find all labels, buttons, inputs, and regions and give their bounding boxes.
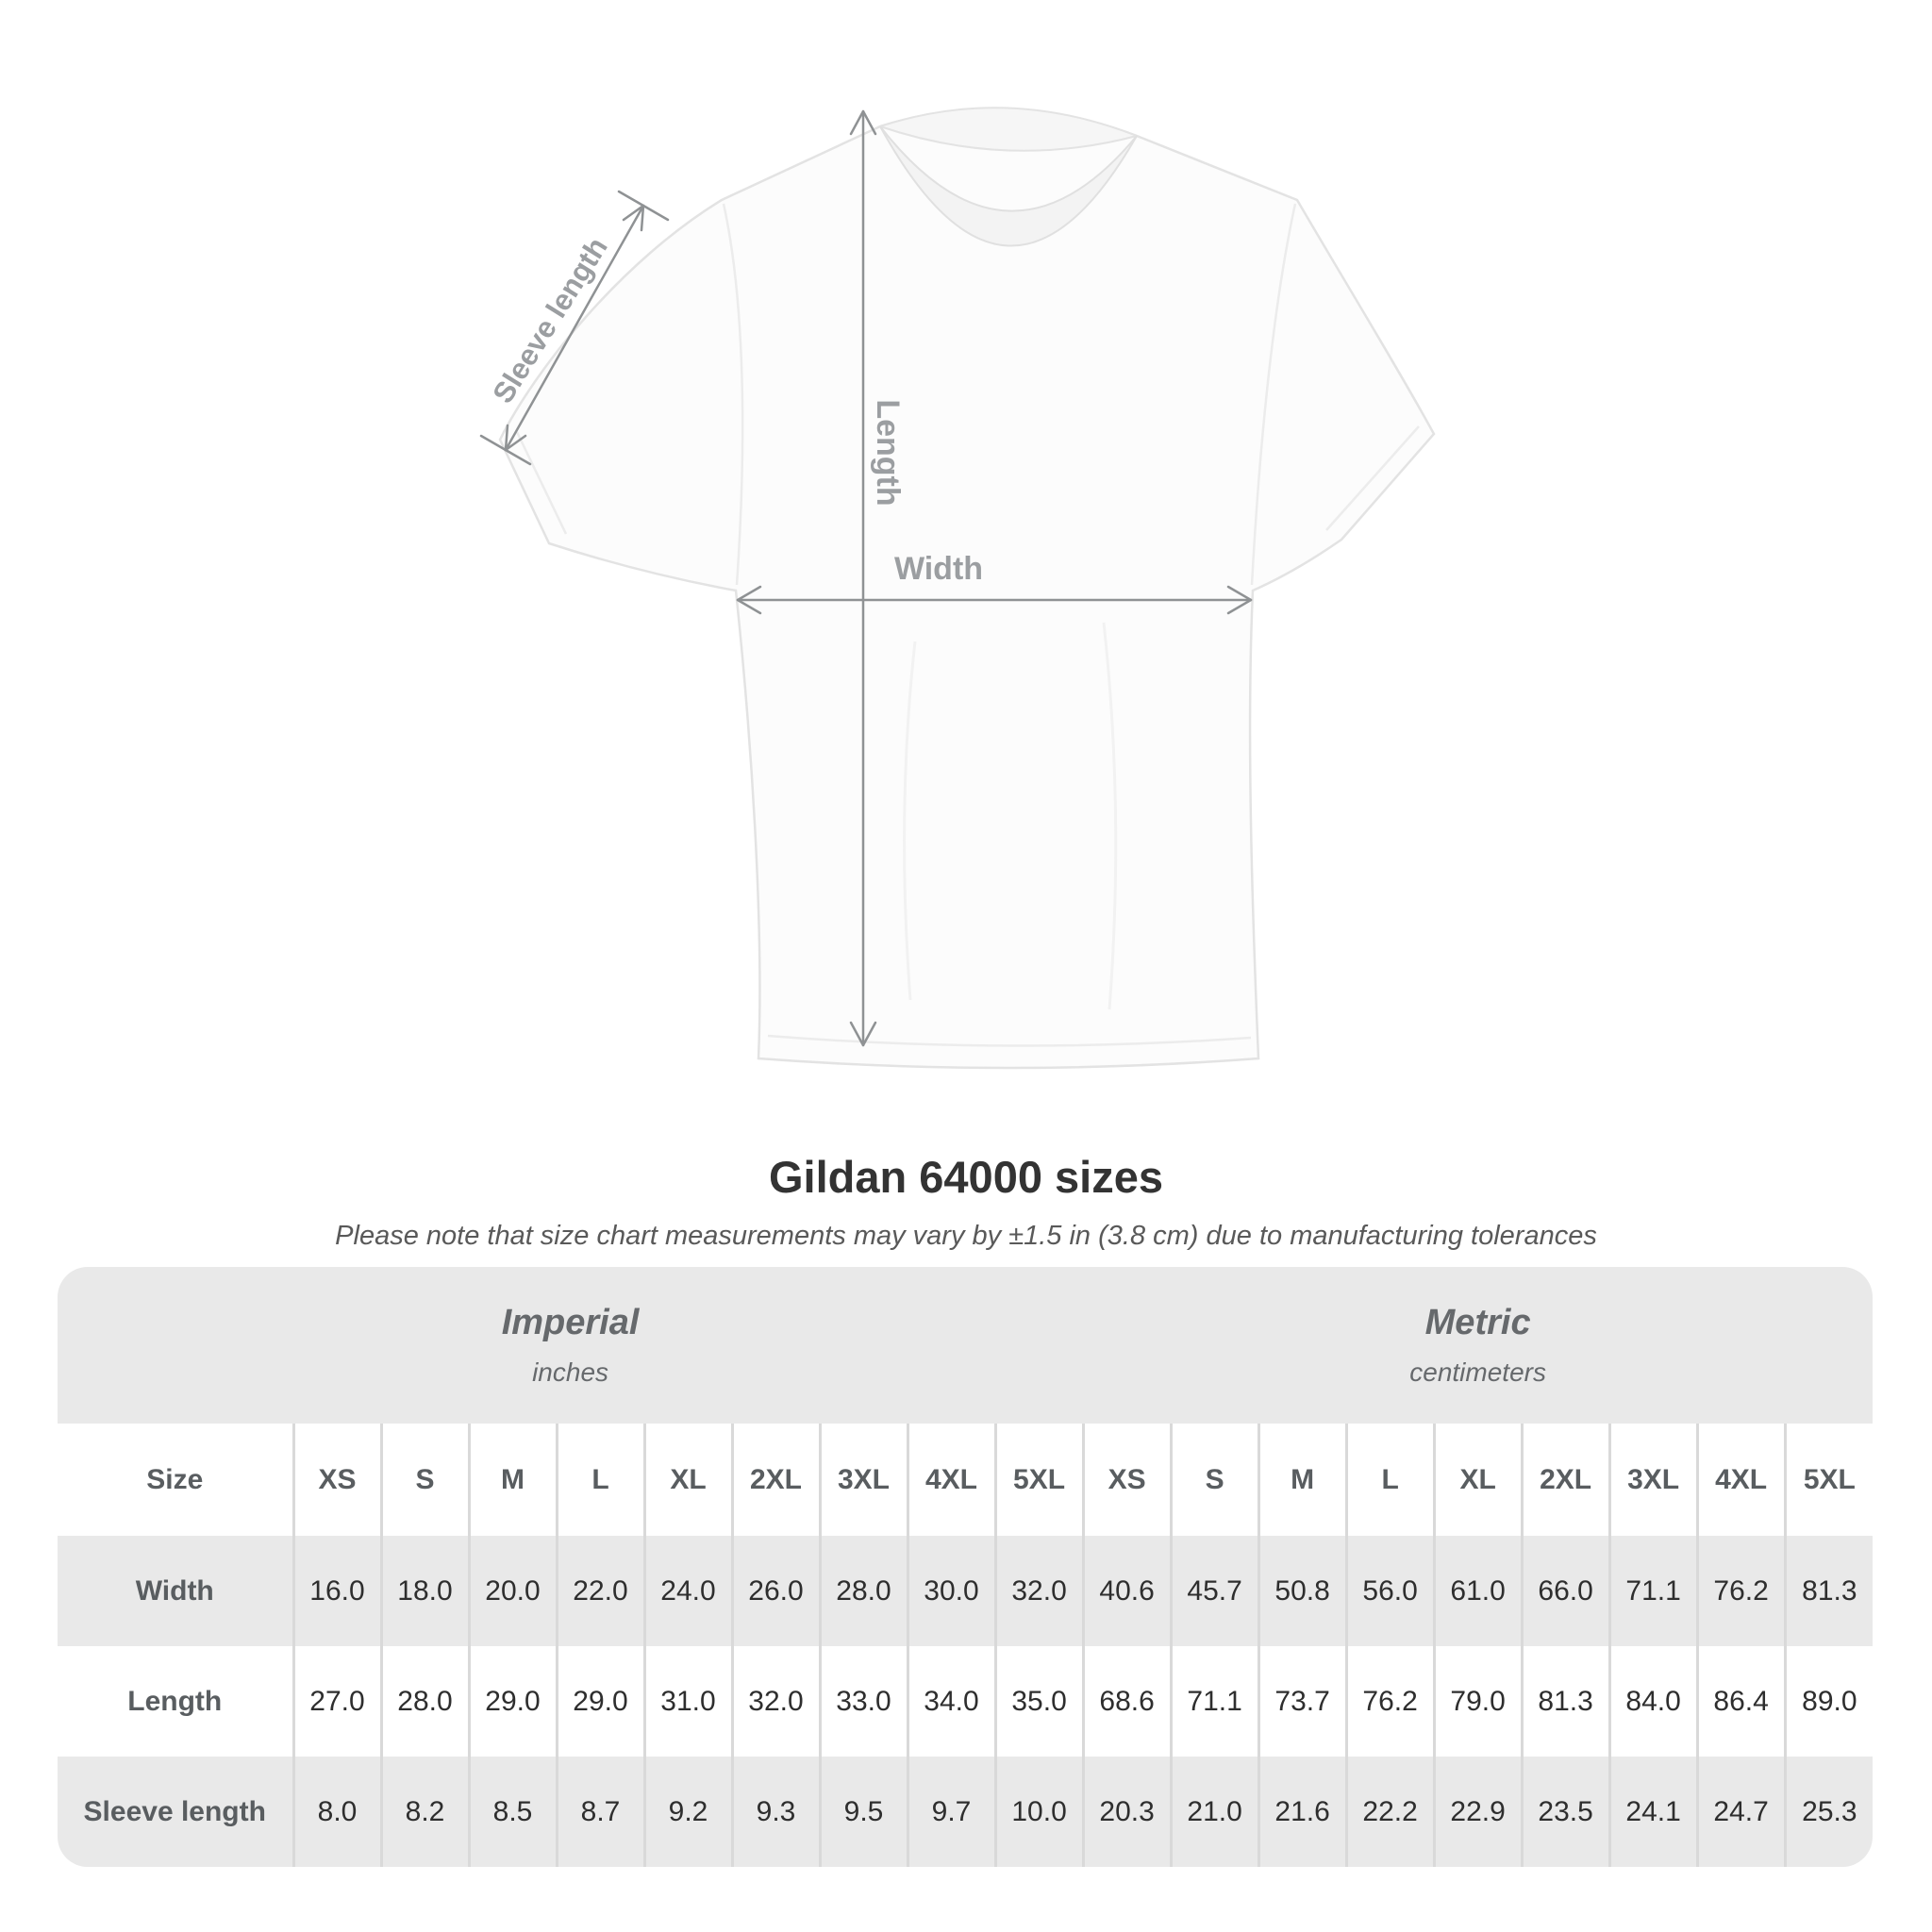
size-header-metric-l: L (1344, 1424, 1435, 1536)
sleeve-imperial-xl: 9.2 (642, 1757, 732, 1867)
size-header-imperial-s: S (379, 1424, 469, 1536)
size-header-imperial-3xl: 3XL (818, 1424, 908, 1536)
sleeve-length-arrow (479, 190, 670, 466)
sleeve-imperial-s: 8.2 (379, 1757, 469, 1867)
width-metric-xl: 61.0 (1432, 1536, 1523, 1646)
size-header-metric-4xl: 4XL (1695, 1424, 1786, 1536)
length-imperial-2xl: 32.0 (730, 1646, 820, 1757)
size-header-metric-s: S (1169, 1424, 1259, 1536)
sleeve-metric-2xl: 23.5 (1520, 1757, 1610, 1867)
metric-group-header: Metric centimeters (1083, 1267, 1873, 1424)
imperial-group-unit: inches (532, 1357, 609, 1387)
size-header-metric-5xl: 5XL (1783, 1424, 1873, 1536)
width-metric-xs: 40.6 (1081, 1536, 1172, 1646)
width-imperial-5xl: 32.0 (993, 1536, 1084, 1646)
unit-group-header-row: Imperial inches Metric centimeters (58, 1267, 1873, 1424)
size-header-metric-m: M (1257, 1424, 1347, 1536)
length-imperial-xs: 27.0 (291, 1646, 381, 1757)
size-header-imperial-5xl: 5XL (993, 1424, 1084, 1536)
sleeve-imperial-4xl: 9.7 (906, 1757, 995, 1867)
table-row-sleeve-length: Sleeve length 8.0 8.2 8.5 8.7 9.2 9.3 9.… (58, 1757, 1873, 1867)
sleeve-metric-l: 22.2 (1344, 1757, 1435, 1867)
metric-group-name: Metric (1424, 1303, 1531, 1343)
sleeve-imperial-m: 8.5 (467, 1757, 557, 1867)
table-row-width: Width 16.0 18.0 20.0 22.0 24.0 26.0 28.0… (58, 1536, 1873, 1646)
length-imperial-s: 28.0 (379, 1646, 469, 1757)
width-imperial-xl: 24.0 (642, 1536, 732, 1646)
sleeve-imperial-l: 8.7 (555, 1757, 644, 1867)
length-arrow (849, 109, 877, 1047)
width-imperial-4xl: 30.0 (906, 1536, 995, 1646)
width-label: Width (894, 551, 983, 587)
length-imperial-m: 29.0 (467, 1646, 557, 1757)
size-header-metric-xl: XL (1432, 1424, 1523, 1536)
sleeve-metric-s: 21.0 (1169, 1757, 1259, 1867)
sleeve-metric-m: 21.6 (1257, 1757, 1347, 1867)
width-metric-2xl: 66.0 (1520, 1536, 1610, 1646)
size-header-imperial-l: L (555, 1424, 644, 1536)
length-imperial-4xl: 34.0 (906, 1646, 995, 1757)
width-metric-4xl: 76.2 (1695, 1536, 1786, 1646)
sleeve-metric-3xl: 24.1 (1607, 1757, 1698, 1867)
tshirt-image (498, 107, 1436, 1070)
width-metric-l: 56.0 (1344, 1536, 1435, 1646)
sleeve-metric-5xl: 25.3 (1783, 1757, 1873, 1867)
size-header-row: Size XS S M L XL 2XL 3XL 4XL 5XL XS S M … (58, 1424, 1873, 1536)
row-label-length: Length (127, 1685, 223, 1717)
size-header-imperial-m: M (467, 1424, 557, 1536)
length-label: Length (870, 399, 906, 506)
page-title: Gildan 64000 sizes (768, 1152, 1164, 1202)
sleeve-imperial-xs: 8.0 (291, 1757, 381, 1867)
width-imperial-3xl: 28.0 (818, 1536, 908, 1646)
size-table: Imperial inches Metric centimeters Size … (58, 1267, 1873, 1867)
size-column-label: Size (146, 1463, 204, 1495)
length-metric-m: 73.7 (1257, 1646, 1347, 1757)
size-header-imperial-xs: XS (291, 1424, 381, 1536)
width-metric-5xl: 81.3 (1783, 1536, 1873, 1646)
sleeve-imperial-5xl: 10.0 (993, 1757, 1084, 1867)
length-metric-3xl: 84.0 (1607, 1646, 1698, 1757)
length-metric-xs: 68.6 (1081, 1646, 1172, 1757)
sleeve-imperial-2xl: 9.3 (730, 1757, 820, 1867)
width-arrow (736, 585, 1253, 615)
width-metric-s: 45.7 (1169, 1536, 1259, 1646)
length-metric-xl: 79.0 (1432, 1646, 1523, 1757)
imperial-group-header: Imperial inches (58, 1267, 1084, 1424)
length-imperial-5xl: 35.0 (993, 1646, 1084, 1757)
metric-group-unit: centimeters (1409, 1357, 1546, 1387)
size-header-imperial-xl: XL (642, 1424, 732, 1536)
width-imperial-s: 18.0 (379, 1536, 469, 1646)
sleeve-metric-4xl: 24.7 (1695, 1757, 1786, 1867)
width-imperial-l: 22.0 (555, 1536, 644, 1646)
width-imperial-xs: 16.0 (291, 1536, 381, 1646)
length-metric-2xl: 81.3 (1520, 1646, 1610, 1757)
size-header-metric-xs: XS (1081, 1424, 1172, 1536)
sleeve-imperial-3xl: 9.5 (818, 1757, 908, 1867)
tolerance-note: Please note that size chart measurements… (335, 1221, 1597, 1251)
length-metric-4xl: 86.4 (1695, 1646, 1786, 1757)
size-table-grid: Imperial inches Metric centimeters Size … (58, 1267, 1873, 1867)
length-imperial-xl: 31.0 (642, 1646, 732, 1757)
width-metric-3xl: 71.1 (1607, 1536, 1698, 1646)
length-metric-l: 76.2 (1344, 1646, 1435, 1757)
table-row-length: Length 27.0 28.0 29.0 29.0 31.0 32.0 33.… (58, 1646, 1873, 1757)
row-label-width: Width (58, 1536, 293, 1646)
sleeve-metric-xs: 20.3 (1081, 1757, 1172, 1867)
size-header-metric-2xl: 2XL (1520, 1424, 1610, 1536)
length-imperial-l: 29.0 (555, 1646, 644, 1757)
tshirt-diagram: Sleeve length Length Width (443, 57, 1481, 1113)
size-header-imperial-2xl: 2XL (730, 1424, 820, 1536)
size-header-metric-3xl: 3XL (1607, 1424, 1698, 1536)
length-imperial-3xl: 33.0 (818, 1646, 908, 1757)
size-header-imperial-4xl: 4XL (906, 1424, 995, 1536)
length-metric-s: 71.1 (1169, 1646, 1259, 1757)
imperial-group-name: Imperial (501, 1303, 640, 1343)
width-metric-m: 50.8 (1257, 1536, 1347, 1646)
length-metric-5xl: 89.0 (1783, 1646, 1873, 1757)
width-imperial-m: 20.0 (467, 1536, 557, 1646)
row-label-sleeve-length: Sleeve length (58, 1757, 293, 1867)
sleeve-metric-xl: 22.9 (1432, 1757, 1523, 1867)
width-imperial-2xl: 26.0 (730, 1536, 820, 1646)
